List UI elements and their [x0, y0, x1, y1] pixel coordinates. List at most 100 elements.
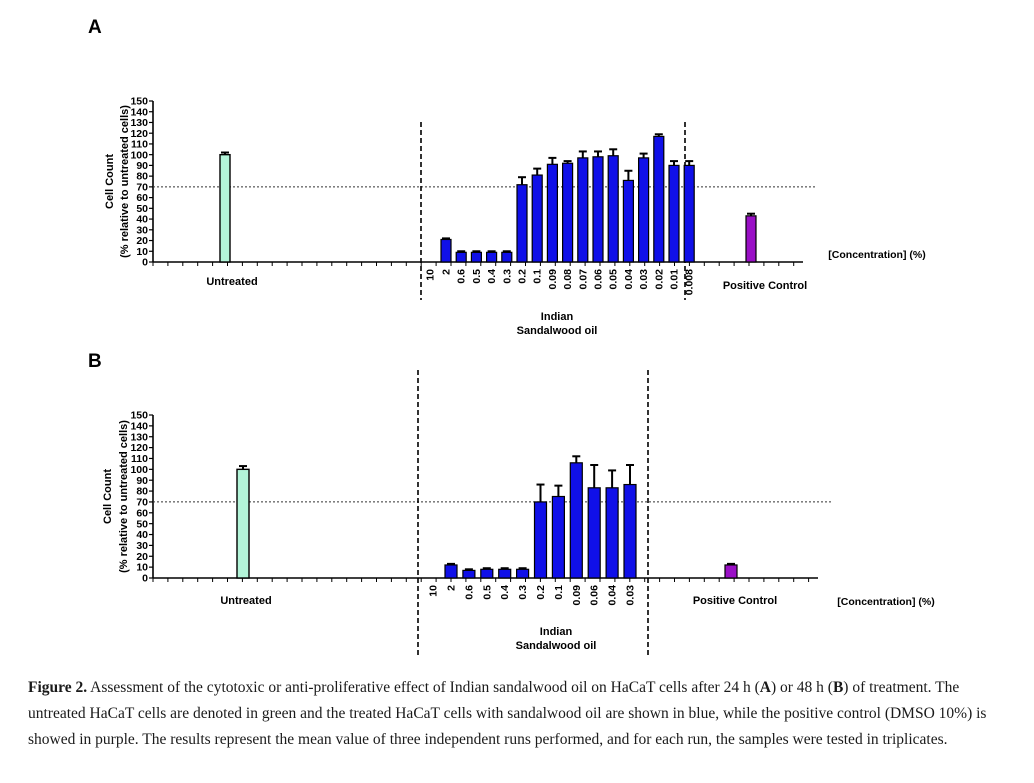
- bar-sandalwood-0.04: [605, 487, 619, 579]
- bar-sandalwood-0.04: [622, 179, 635, 263]
- x-tick-label: 0.4: [499, 585, 511, 600]
- y-tick-label: 150: [130, 410, 148, 422]
- y-tick-label: 50: [136, 203, 148, 215]
- x-tick-label: 0.06: [593, 269, 605, 290]
- group-label-line1: Indian: [541, 311, 574, 323]
- x-tick-label: 0.04: [623, 269, 635, 290]
- y-tick-label: 40: [136, 214, 148, 226]
- y-tick-label: 80: [136, 171, 148, 183]
- bar-sandalwood-0.4: [498, 568, 512, 579]
- untreated-label: Untreated: [220, 595, 271, 607]
- y-tick-label: 50: [136, 518, 148, 530]
- bar-positive-control: [745, 215, 757, 263]
- bar-sandalwood-0.09: [569, 462, 583, 579]
- panel-a-chart: A0102030405060708090100110120130140150Ce…: [88, 17, 926, 337]
- x-tick-label: 0.06: [589, 585, 601, 606]
- caption-label: Figure 2.: [28, 679, 88, 696]
- y-tick-label: 110: [131, 453, 148, 465]
- x-tick-label: 0.2: [517, 269, 529, 284]
- bar-sandalwood-2: [440, 238, 452, 263]
- bar-sandalwood-0.03: [623, 483, 637, 579]
- y-tick-label: 70: [136, 181, 148, 193]
- y-tick-label: 100: [130, 149, 148, 161]
- bar-sandalwood-0.6: [462, 569, 476, 579]
- bar-untreated: [219, 153, 231, 263]
- concentration-axis-label: [Concentration] (%): [837, 596, 934, 608]
- y-tick-label: 0: [142, 257, 148, 269]
- bar-sandalwood-0.06: [592, 156, 604, 263]
- group-label-line2: Sandalwood oil: [516, 640, 597, 652]
- y-tick-label: 140: [130, 420, 148, 432]
- y-tick-label: 70: [136, 497, 148, 509]
- x-tick-label: 0.008: [684, 269, 696, 295]
- y-tick-label: 90: [136, 160, 148, 172]
- x-tick-label: 0.1: [553, 585, 565, 600]
- figure-caption: Figure 2. Assessment of the cytotoxic or…: [28, 675, 998, 753]
- caption-text-1: Assessment of the cytotoxic or anti-prol…: [87, 679, 760, 696]
- x-tick-label: 0.6: [456, 269, 468, 284]
- y-tick-label: 60: [136, 192, 148, 204]
- y-tick-label: 60: [136, 507, 148, 519]
- concentration-axis-label: [Concentration] (%): [828, 249, 925, 261]
- y-tick-label: 20: [136, 235, 148, 247]
- bar-positive-control: [724, 564, 738, 579]
- y-tick-label: 40: [136, 529, 148, 541]
- bar-sandalwood-2: [444, 564, 458, 579]
- group-label-line1: Indian: [540, 626, 573, 638]
- x-tick-label: 0.5: [471, 269, 483, 284]
- y-tick-label: 20: [136, 551, 148, 563]
- y-tick-label: 130: [130, 117, 148, 129]
- y-tick-label: 130: [130, 431, 148, 443]
- group-label-line2: Sandalwood oil: [517, 325, 598, 337]
- bar-sandalwood-0.2: [533, 501, 548, 579]
- bar-sandalwood-0.03: [637, 157, 650, 263]
- x-tick-label: 0.03: [638, 269, 650, 290]
- x-tick-label: 0.6: [463, 585, 475, 600]
- bar-sandalwood-0.07: [577, 157, 589, 263]
- x-tick-label: 0.04: [607, 585, 619, 606]
- bar-sandalwood-0.08: [561, 162, 574, 263]
- x-tick-label: 2: [441, 269, 453, 275]
- y-axis-label-line2: (% relative to untreated cells): [118, 420, 130, 573]
- x-tick-label: 0.3: [501, 269, 513, 284]
- bar-sandalwood-0.5: [480, 568, 494, 579]
- y-tick-label: 100: [130, 464, 148, 476]
- x-tick-label: 0.5: [481, 585, 493, 600]
- bar-sandalwood-0.06: [587, 487, 601, 579]
- x-tick-label: 0.05: [608, 269, 620, 290]
- x-tick-label: 0.07: [577, 269, 589, 290]
- bar-sandalwood-0.2: [516, 184, 528, 263]
- x-tick-label: 0.4: [486, 269, 498, 284]
- bar-sandalwood-0.4: [486, 251, 498, 263]
- caption-text-2: ) or 48 h (: [770, 679, 833, 696]
- bar-sandalwood-0.5: [470, 251, 482, 263]
- y-axis-label-line1: Cell Count: [104, 154, 116, 209]
- bar-sandalwood-0.3: [515, 568, 530, 579]
- y-tick-label: 120: [130, 128, 148, 140]
- x-tick-label: 0.01: [669, 269, 681, 290]
- y-tick-label: 120: [130, 442, 148, 454]
- x-tick-label: 0.08: [562, 269, 574, 290]
- bar-sandalwood-0.1: [531, 174, 543, 263]
- caption-panel-a: A: [759, 679, 771, 696]
- bar-sandalwood-0.6: [455, 251, 467, 263]
- y-tick-label: 0: [142, 573, 148, 585]
- x-tick-label: 10: [428, 585, 440, 597]
- bar-sandalwood-0.02: [653, 135, 665, 263]
- panel-b-chart: B0102030405060708090100110120130140150Ce…: [88, 351, 935, 655]
- caption-text-3: ) of treatment. The untreated HaCaT cell…: [28, 679, 987, 748]
- positive-control-label: Positive Control: [693, 595, 777, 607]
- bar-sandalwood-0.09: [546, 163, 559, 263]
- x-tick-label: 0.2: [535, 585, 547, 600]
- bar-untreated: [236, 468, 250, 579]
- y-tick-label: 90: [136, 475, 148, 487]
- y-tick-label: 150: [130, 96, 148, 108]
- untreated-label: Untreated: [206, 276, 257, 288]
- bar-sandalwood-0.008: [683, 164, 695, 263]
- bar-sandalwood-0.05: [607, 155, 619, 263]
- x-tick-label: 0.1: [532, 269, 544, 284]
- bar-sandalwood-0.1: [551, 495, 566, 579]
- y-tick-label: 30: [136, 224, 148, 236]
- y-tick-label: 30: [136, 540, 148, 552]
- x-tick-label: 10: [425, 269, 437, 281]
